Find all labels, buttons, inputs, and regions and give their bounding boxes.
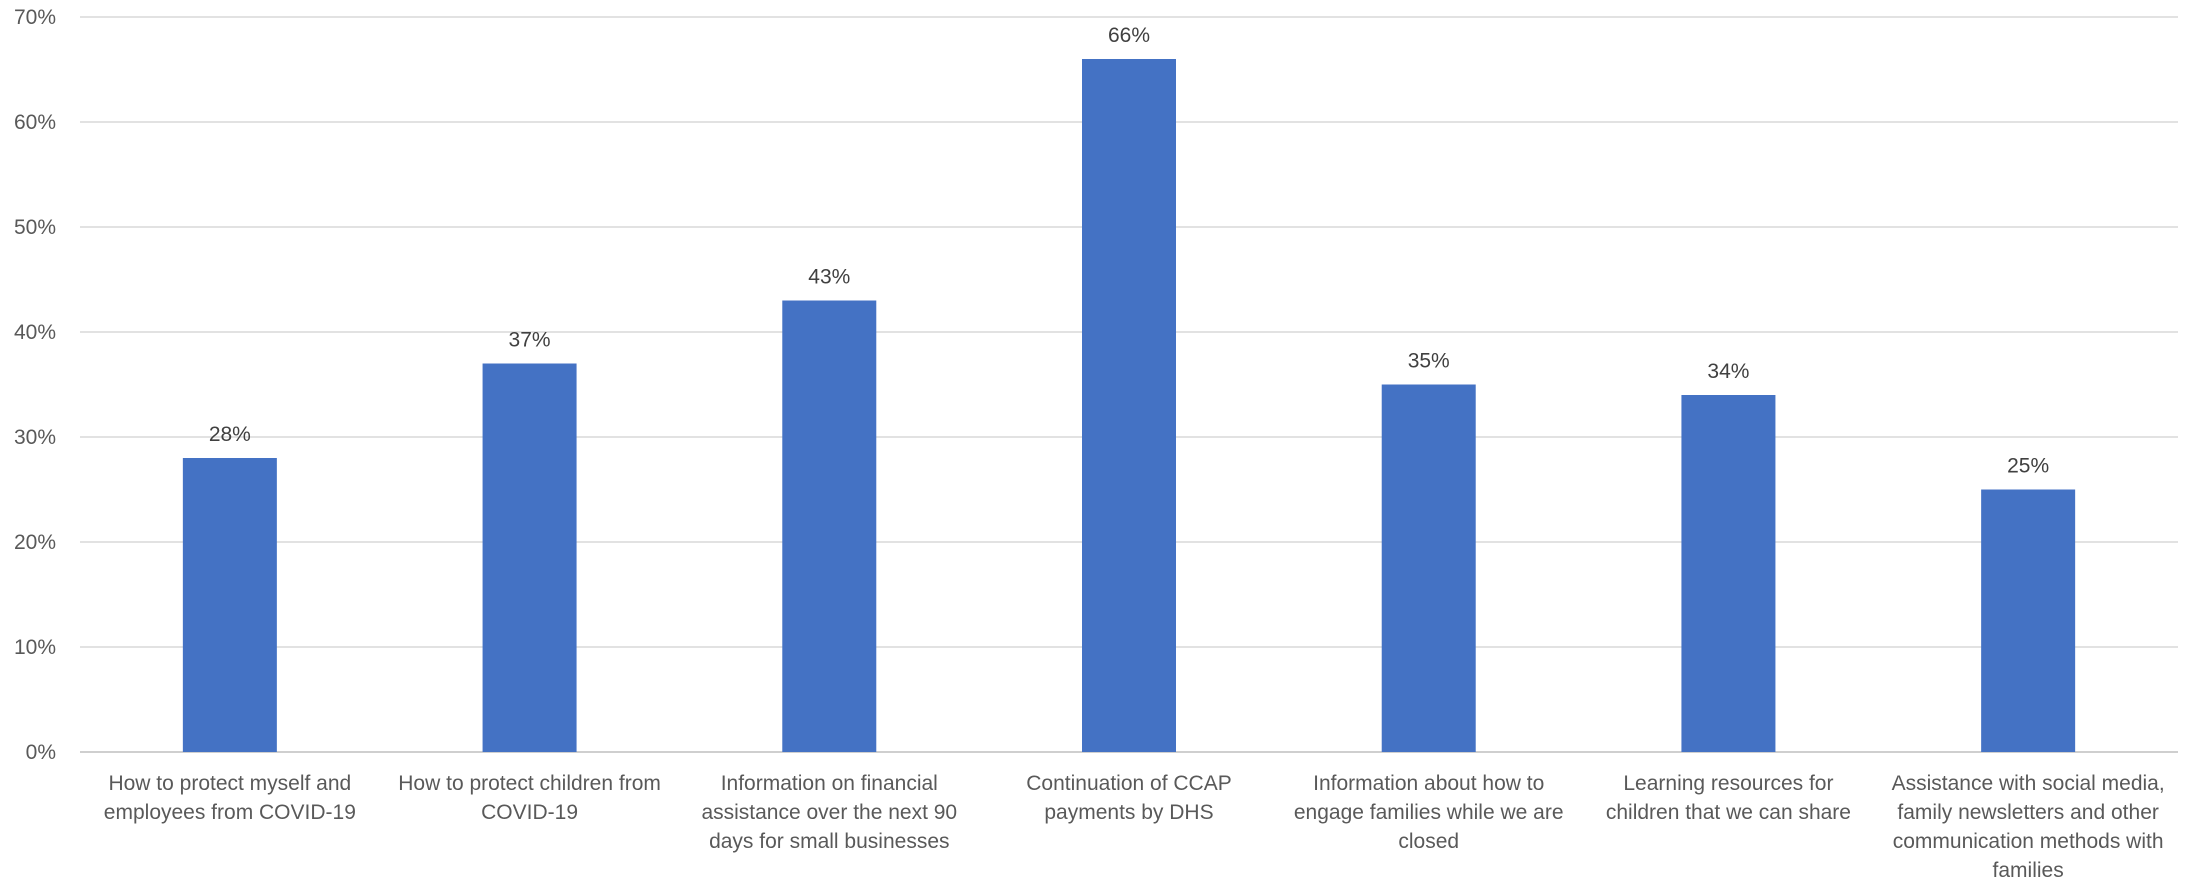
- x-tick-label-line: children that we can share: [1606, 801, 1851, 824]
- bar: [182, 458, 277, 752]
- x-tick-label-line: Learning resources for: [1623, 772, 1833, 795]
- y-tick-label: 60%: [14, 111, 56, 134]
- x-tick-label-line: family newsletters and other: [1897, 801, 2158, 824]
- x-tick-label: Learning resources for children that we c…: [1606, 772, 1851, 824]
- bar: [1681, 395, 1776, 752]
- data-labels: 28% 37% 43% 66% 35% 34% 25%: [209, 24, 2049, 478]
- data-label: 66%: [1108, 24, 1150, 47]
- x-tick-label-line: communication methods with: [1893, 830, 2164, 853]
- x-tick-label-line: Continuation of CCAP: [1026, 772, 1231, 795]
- x-tick-label: Information on financial assistance over …: [701, 772, 957, 853]
- x-tick-label-line: payments by DHS: [1044, 801, 1213, 824]
- x-tick-label-line: Information on financial: [721, 772, 938, 795]
- x-tick-label: Assistance with social media, family news…: [1892, 772, 2165, 881]
- y-tick-label: 20%: [14, 531, 56, 554]
- x-tick-label-line: How to protect children from: [398, 772, 661, 795]
- y-axis-tick-labels: 0% 10% 20% 30% 40% 50% 60% 70%: [14, 6, 56, 764]
- data-label: 35%: [1408, 350, 1450, 373]
- data-label: 43%: [808, 266, 850, 289]
- x-axis-category-labels: How to protect myself and employees from …: [104, 772, 2165, 881]
- x-tick-label-line: COVID-19: [481, 801, 578, 824]
- data-label: 25%: [2007, 455, 2049, 478]
- data-label: 34%: [1707, 360, 1749, 383]
- bar: [1981, 489, 2076, 752]
- x-tick-label: Information about how to engage families …: [1294, 772, 1564, 853]
- data-label: 37%: [509, 329, 551, 352]
- y-tick-label: 30%: [14, 426, 56, 449]
- bar: [1381, 384, 1476, 752]
- x-tick-label-line: Assistance with social media,: [1892, 772, 2165, 795]
- y-tick-label: 40%: [14, 321, 56, 344]
- x-tick-label-line: engage families while we are: [1294, 801, 1564, 824]
- x-tick-label: Continuation of CCAP payments by DHS: [1026, 772, 1231, 824]
- bar: [782, 300, 877, 752]
- x-tick-label-line: Information about how to: [1313, 772, 1544, 795]
- x-tick-label-line: days for small businesses: [709, 830, 949, 853]
- x-tick-label: How to protect myself and employees from …: [104, 772, 356, 824]
- bar: [482, 363, 577, 752]
- x-tick-label-line: closed: [1398, 830, 1459, 853]
- x-tick-label-line: assistance over the next 90: [701, 801, 957, 824]
- x-tick-label: How to protect children from COVID-19: [398, 772, 661, 824]
- y-tick-label: 70%: [14, 6, 56, 29]
- bar: [1082, 59, 1176, 752]
- bars: [182, 59, 2076, 752]
- y-tick-label: 50%: [14, 216, 56, 239]
- data-label: 28%: [209, 423, 251, 446]
- y-tick-label: 0%: [26, 741, 56, 764]
- x-tick-label-line: families: [1993, 859, 2064, 881]
- x-tick-label-line: employees from COVID-19: [104, 801, 356, 824]
- y-tick-label: 10%: [14, 636, 56, 659]
- x-tick-label-line: How to protect myself and: [108, 772, 351, 795]
